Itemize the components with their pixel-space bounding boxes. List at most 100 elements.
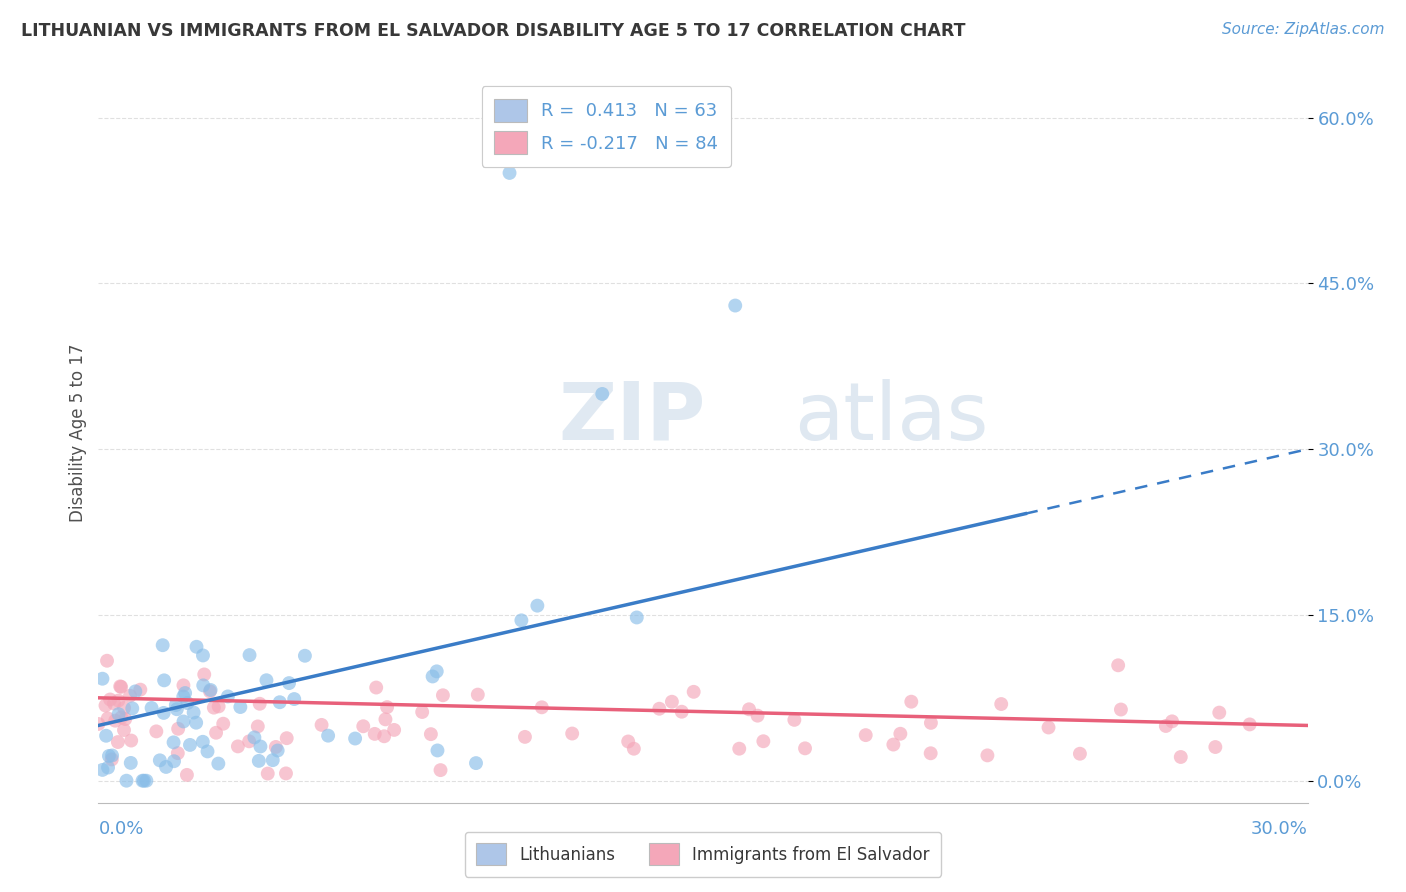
Point <box>112 701 135 715</box>
Point <box>145 724 167 739</box>
Point <box>1107 658 1129 673</box>
Point <box>429 763 451 777</box>
Point <box>419 727 441 741</box>
Point <box>172 690 194 704</box>
Text: 30.0%: 30.0% <box>1251 820 1308 838</box>
Point <box>889 727 911 741</box>
Point <box>166 702 188 716</box>
Point <box>855 728 877 742</box>
Point <box>728 741 751 756</box>
Point <box>1239 717 1261 731</box>
Point <box>94 698 117 713</box>
Point <box>1161 714 1184 729</box>
Point <box>682 685 704 699</box>
Point <box>101 748 124 763</box>
Point <box>1038 721 1060 735</box>
Point <box>513 730 536 744</box>
Point <box>226 739 249 754</box>
Point <box>591 387 613 401</box>
Point <box>97 711 120 725</box>
Point <box>262 753 284 767</box>
Point <box>352 719 374 733</box>
Point <box>165 698 187 712</box>
Text: atlas: atlas <box>793 379 988 457</box>
Point <box>176 768 198 782</box>
Text: 0.0%: 0.0% <box>98 820 143 838</box>
Point <box>882 738 904 752</box>
Point <box>246 719 269 733</box>
Point <box>266 743 288 757</box>
Point <box>197 744 219 758</box>
Point <box>110 710 132 724</box>
Point <box>108 680 131 694</box>
Point <box>129 682 152 697</box>
Point <box>202 700 225 714</box>
Point <box>183 706 205 720</box>
Point <box>103 697 125 711</box>
Point <box>205 725 228 739</box>
Point <box>1170 750 1192 764</box>
Point <box>269 695 291 709</box>
Point <box>124 684 146 698</box>
Point <box>229 700 252 714</box>
Point <box>426 665 449 679</box>
Point <box>316 729 339 743</box>
Point <box>200 683 222 698</box>
Point <box>186 715 208 730</box>
Point <box>626 610 648 624</box>
Point <box>114 712 136 726</box>
Point <box>120 756 142 770</box>
Point <box>96 654 118 668</box>
Point <box>198 684 221 698</box>
Text: ZIP: ZIP <box>558 379 706 457</box>
Point <box>152 706 174 720</box>
Point <box>426 743 449 757</box>
Point <box>115 773 138 788</box>
Point <box>167 722 190 736</box>
Point <box>1208 706 1230 720</box>
Point <box>179 738 201 752</box>
Point <box>530 700 553 714</box>
Point <box>193 678 215 692</box>
Legend: Lithuanians, Immigrants from El Salvador: Lithuanians, Immigrants from El Salvador <box>464 831 942 877</box>
Point <box>294 648 316 663</box>
Point <box>382 723 405 737</box>
Point <box>364 727 387 741</box>
Point <box>432 688 454 702</box>
Point <box>249 739 271 754</box>
Point <box>990 697 1012 711</box>
Point <box>166 746 188 760</box>
Point <box>738 702 761 716</box>
Point <box>561 726 583 740</box>
Point <box>243 731 266 745</box>
Point <box>94 729 117 743</box>
Point <box>155 760 177 774</box>
Point <box>132 773 155 788</box>
Point <box>1154 719 1177 733</box>
Point <box>107 735 129 749</box>
Point <box>131 773 153 788</box>
Text: LITHUANIAN VS IMMIGRANTS FROM EL SALVADOR DISABILITY AGE 5 TO 17 CORRELATION CHA: LITHUANIAN VS IMMIGRANTS FROM EL SALVADO… <box>21 22 966 40</box>
Point <box>186 640 208 654</box>
Point <box>467 688 489 702</box>
Point <box>526 599 548 613</box>
Point <box>794 741 817 756</box>
Point <box>344 731 367 746</box>
Point <box>374 712 396 726</box>
Point <box>900 695 922 709</box>
Point <box>661 695 683 709</box>
Point <box>193 667 215 681</box>
Point <box>98 748 121 763</box>
Point <box>256 766 278 780</box>
Text: Source: ZipAtlas.com: Source: ZipAtlas.com <box>1222 22 1385 37</box>
Point <box>118 689 141 703</box>
Point <box>107 693 129 707</box>
Point <box>97 760 120 774</box>
Point <box>1069 747 1091 761</box>
Point <box>112 723 135 737</box>
Point <box>498 166 520 180</box>
Point <box>207 756 229 771</box>
Point <box>422 669 444 683</box>
Point <box>920 746 942 760</box>
Point <box>311 718 333 732</box>
